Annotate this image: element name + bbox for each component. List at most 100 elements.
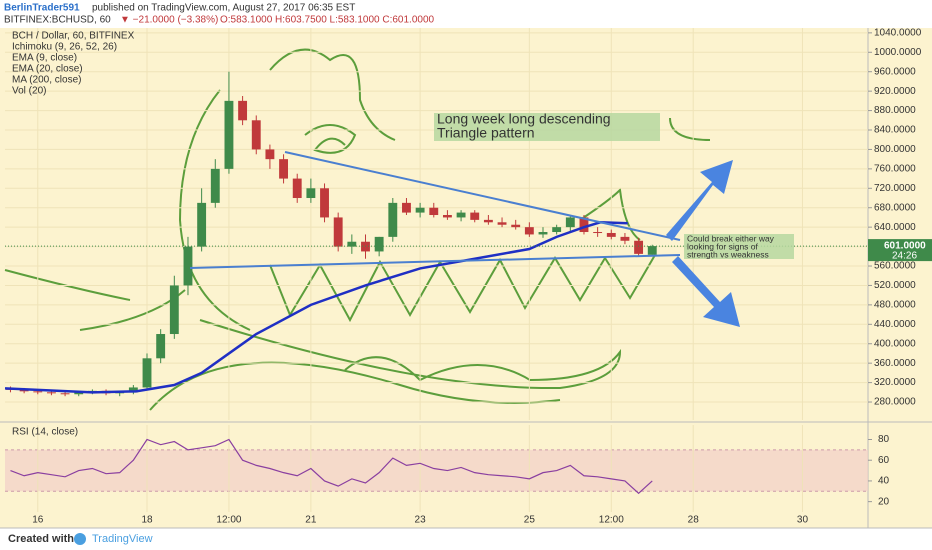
- study-label: Vol (20): [12, 86, 46, 97]
- chart-title: RSI (14, close): [12, 427, 78, 438]
- candle-body: [483, 219, 493, 223]
- y-tick-label: 880.0000: [874, 105, 916, 116]
- moving-average: [4, 221, 628, 394]
- candle-body: [374, 236, 384, 252]
- candle-body: [279, 159, 289, 179]
- trend-line: [284, 151, 681, 241]
- y-tick-label: 840.0000: [874, 125, 916, 136]
- annotation: Triangle pattern: [437, 125, 535, 141]
- y-tick-label: 320.0000: [874, 377, 916, 388]
- annotation: looking for signs of: [687, 241, 759, 251]
- chart-background: [0, 28, 932, 528]
- y-tick-label: 920.0000: [874, 86, 916, 97]
- candle-body: [470, 212, 480, 220]
- study-label: EMA (20, close): [12, 64, 83, 75]
- candle-body: [251, 120, 261, 150]
- annotation-box: [434, 113, 660, 141]
- y-tick-label: 280.0000: [874, 397, 916, 408]
- candle-body: [60, 393, 70, 395]
- y-tick-label: 560.0000: [874, 261, 916, 272]
- candle-body: [156, 334, 166, 359]
- doodle: [269, 48, 396, 141]
- candle-body: [333, 217, 343, 247]
- trend-line: [189, 254, 681, 269]
- doodle: [304, 124, 357, 154]
- x-tick-label: 12:00: [216, 515, 241, 526]
- annotation: strength vs weakness: [687, 249, 769, 259]
- triangle: [189, 151, 681, 269]
- x-tick-label: 12:00: [599, 515, 624, 526]
- x-tick-label: 30: [797, 515, 809, 526]
- y-tick-label: 680.0000: [874, 202, 916, 213]
- y-tick-label: 640.0000: [874, 222, 916, 233]
- annotation-box: [684, 234, 794, 259]
- annotation: Could break either way: [687, 233, 775, 243]
- candle-body: [388, 202, 398, 237]
- y-tick-label: 440.0000: [874, 319, 916, 330]
- doodle: [178, 89, 251, 331]
- logo: [74, 533, 86, 545]
- candle-body: [197, 202, 207, 247]
- candle-body: [183, 246, 193, 286]
- candle-body: [265, 149, 275, 160]
- price-tag: [868, 239, 932, 262]
- annotation: Long week long descending: [437, 111, 611, 127]
- zigzag: [269, 254, 656, 323]
- candle-body: [552, 227, 562, 233]
- candle-body: [538, 232, 548, 235]
- candle-body: [647, 246, 657, 255]
- candle-body: [634, 240, 644, 254]
- countdown: 24:26: [892, 251, 917, 262]
- candle-body: [511, 224, 521, 228]
- candle-body: [347, 241, 357, 247]
- study-label: MA (200, close): [12, 75, 81, 86]
- candle-body: [429, 207, 439, 216]
- author[interactable]: BerlinTrader591: [4, 3, 80, 14]
- published: published on TradingView.com, August 27,…: [92, 3, 355, 14]
- symbol: BITFINEX:BCHUSD, 60: [4, 15, 111, 26]
- candle-body: [292, 178, 302, 199]
- candle-body: [415, 207, 425, 213]
- candle-body: [402, 202, 411, 213]
- candle-body: [606, 232, 616, 237]
- candle-body: [320, 188, 329, 218]
- y-tick-label: 800.0000: [874, 144, 916, 155]
- rsi-band: [5, 449, 868, 492]
- doodle: [4, 269, 131, 301]
- candle-body: [620, 236, 630, 241]
- candle-body: [524, 227, 534, 235]
- y-tick-label: 1040.0000: [874, 27, 922, 38]
- last-price-label: 601.0000: [884, 241, 926, 252]
- y-tick-label: 520.0000: [874, 280, 916, 291]
- arrow-down: [672, 256, 740, 327]
- y-tick-label: 360.0000: [874, 358, 916, 369]
- x-tick-label: 25: [524, 515, 536, 526]
- y-tick-label: 60: [878, 455, 890, 466]
- x-tick-label: 28: [688, 515, 700, 526]
- candle-body: [442, 215, 452, 218]
- candle-body: [169, 285, 179, 335]
- price-pane: 280.0000 320.0000 360.0000 400.0000 440.0000…: [4, 27, 932, 420]
- candle-body: [142, 358, 152, 388]
- doodle: [579, 187, 641, 241]
- footer-brand[interactable]: TradingView: [92, 533, 153, 545]
- candle-body: [210, 168, 220, 203]
- x-tick-label: 16: [32, 515, 44, 526]
- candle-body: [46, 392, 56, 394]
- chart-title: BCH / Dollar, 60, BITFINEX: [12, 31, 135, 42]
- footer-created: Created with: [8, 533, 74, 545]
- candle-body: [565, 217, 575, 228]
- candle-body: [306, 188, 316, 199]
- candle-body: [74, 392, 84, 395]
- y-tick-label: 960.0000: [874, 66, 916, 77]
- x-tick-label: 18: [141, 515, 153, 526]
- candle-body: [456, 212, 466, 218]
- y-tick-label: 80: [878, 434, 890, 445]
- rsi-pane: 20 40 60 80 16 18 12:00 21 23 25 12:00 28 30 RSI (14,…: [5, 425, 890, 526]
- ohlc: O:583.1000 H:603.7500 L:583.1000 C:601.0…: [220, 15, 435, 26]
- candle-body: [593, 232, 603, 234]
- candle-body: [128, 387, 138, 393]
- candle-body: [224, 100, 234, 169]
- y-tick-label: 1000.0000: [874, 47, 922, 58]
